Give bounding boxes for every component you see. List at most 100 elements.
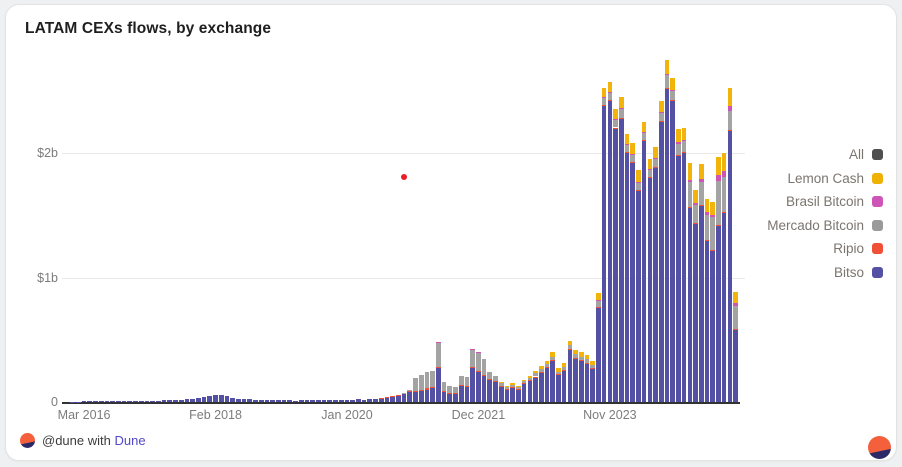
bar-segment[interactable]: [578, 356, 584, 361]
bar-segment[interactable]: [533, 370, 538, 374]
bar-segment[interactable]: [481, 375, 487, 402]
bar-segment[interactable]: [670, 100, 676, 101]
bar-segment[interactable]: [498, 386, 504, 388]
bar-segment[interactable]: [504, 388, 510, 390]
bar-segment[interactable]: [693, 190, 698, 204]
bar-segment[interactable]: [487, 372, 493, 379]
bar-segment[interactable]: [704, 240, 710, 402]
bar-segment[interactable]: [430, 370, 436, 388]
bar-segment[interactable]: [527, 380, 533, 402]
bar-segment[interactable]: [264, 399, 270, 402]
bar-segment[interactable]: [521, 379, 527, 381]
bar-segment[interactable]: [647, 169, 653, 170]
bar-segment[interactable]: [430, 387, 436, 389]
bar-segment[interactable]: [98, 401, 104, 402]
bar-segment[interactable]: [367, 399, 373, 402]
bar-segment[interactable]: [596, 293, 601, 300]
bar-segment[interactable]: [504, 385, 510, 387]
bar-segment[interactable]: [727, 88, 733, 107]
bar-segment[interactable]: [676, 129, 681, 143]
bar-segment[interactable]: [116, 401, 121, 402]
bar-segment[interactable]: [613, 119, 618, 121]
bar-segment[interactable]: [687, 207, 693, 208]
bar-segment[interactable]: [470, 367, 476, 369]
bar-segment[interactable]: [424, 388, 430, 390]
bar-segment[interactable]: [493, 381, 498, 383]
bar-segment[interactable]: [716, 156, 721, 175]
bar-segment[interactable]: [607, 100, 613, 101]
bar-segment[interactable]: [544, 360, 550, 365]
bar-segment[interactable]: [156, 400, 161, 402]
bar-segment[interactable]: [504, 386, 510, 389]
bar-segment[interactable]: [396, 395, 401, 402]
bar-segment[interactable]: [527, 377, 533, 381]
bar-segment[interactable]: [567, 341, 573, 346]
bar-segment[interactable]: [121, 401, 127, 402]
bar-segment[interactable]: [721, 153, 727, 172]
bar-segment[interactable]: [550, 360, 556, 402]
bar-segment[interactable]: [618, 108, 624, 118]
bar-segment[interactable]: [596, 306, 601, 308]
bar-segment[interactable]: [664, 75, 670, 88]
bar-segment[interactable]: [127, 401, 133, 402]
bar-segment[interactable]: [527, 375, 533, 378]
legend-item-brasil-bitcoin[interactable]: Brasil Bitcoin: [786, 194, 883, 209]
bar-segment[interactable]: [607, 100, 613, 402]
bar-segment[interactable]: [556, 374, 561, 402]
bar-segment[interactable]: [556, 371, 561, 374]
bar-segment[interactable]: [636, 189, 641, 191]
bar-segment[interactable]: [578, 352, 584, 357]
bar-segment[interactable]: [630, 154, 636, 155]
bar-segment[interactable]: [727, 130, 733, 402]
bar-segment[interactable]: [653, 167, 658, 168]
bar-segment[interactable]: [596, 300, 601, 307]
bar-segment[interactable]: [596, 299, 601, 301]
bar-segment[interactable]: [687, 207, 693, 402]
bar-segment[interactable]: [716, 224, 721, 226]
bar-segment[interactable]: [704, 212, 710, 215]
bar-segment[interactable]: [133, 400, 138, 402]
bar-segment[interactable]: [344, 399, 350, 402]
bar-segment[interactable]: [607, 82, 613, 92]
bar-segment[interactable]: [184, 399, 190, 402]
bar-segment[interactable]: [687, 179, 693, 183]
bar-segment[interactable]: [676, 142, 681, 144]
bar-segment[interactable]: [401, 392, 407, 394]
bar-segment[interactable]: [190, 398, 195, 402]
bar-segment[interactable]: [138, 400, 144, 402]
bar-segment[interactable]: [630, 162, 636, 402]
bar-segment[interactable]: [401, 394, 407, 402]
bar-segment[interactable]: [436, 366, 441, 369]
bar-segment[interactable]: [613, 109, 618, 120]
bar-segment[interactable]: [590, 360, 596, 365]
bar-segment[interactable]: [733, 329, 738, 402]
bar-segment[interactable]: [533, 373, 538, 377]
bar-segment[interactable]: [578, 360, 584, 402]
legend-item-bitso[interactable]: Bitso: [834, 265, 883, 280]
bar-segment[interactable]: [556, 374, 561, 375]
bar-segment[interactable]: [516, 385, 521, 388]
bar-segment[interactable]: [641, 132, 647, 140]
bar-segment[interactable]: [573, 354, 578, 358]
bar-segment[interactable]: [687, 162, 693, 180]
bar-segment[interactable]: [624, 152, 630, 153]
bar-segment[interactable]: [544, 367, 550, 368]
bar-segment[interactable]: [161, 400, 167, 402]
bar-segment[interactable]: [704, 239, 710, 241]
bar-segment[interactable]: [710, 250, 716, 402]
bar-segment[interactable]: [150, 400, 155, 402]
bar-segment[interactable]: [641, 131, 647, 133]
bar-segment[interactable]: [676, 143, 681, 155]
bar-segment[interactable]: [498, 382, 504, 387]
bar-segment[interactable]: [653, 146, 658, 158]
bar-segment[interactable]: [327, 400, 333, 402]
bar-segment[interactable]: [401, 393, 407, 395]
bar-segment[interactable]: [201, 397, 207, 402]
bar-segment[interactable]: [418, 374, 424, 390]
bar-segment[interactable]: [510, 387, 516, 388]
bar-segment[interactable]: [710, 202, 716, 215]
bar-segment[interactable]: [567, 349, 573, 402]
bar-segment[interactable]: [556, 368, 561, 372]
bar-segment[interactable]: [516, 389, 521, 402]
bar-segment[interactable]: [596, 307, 601, 402]
